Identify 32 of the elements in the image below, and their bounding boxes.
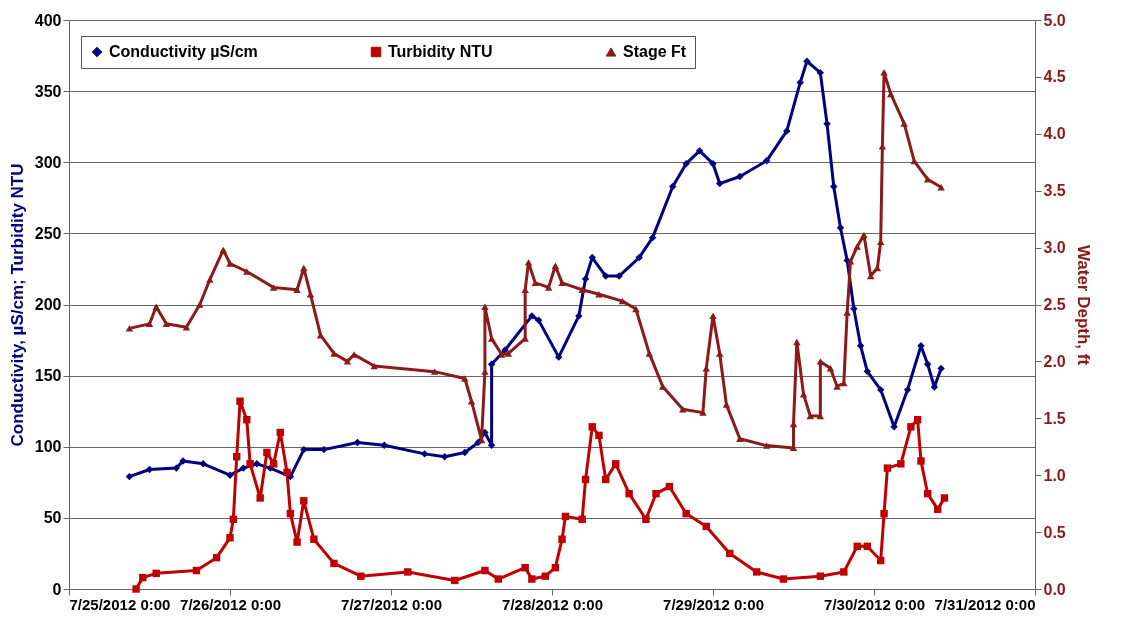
y2-tick-label: 5.0 bbox=[1043, 11, 1066, 29]
y2-tick-label: 2.0 bbox=[1043, 352, 1066, 370]
y2-tick-label: 2.5 bbox=[1043, 296, 1066, 313]
y-tick-label: 100 bbox=[34, 438, 62, 456]
y2-tick-label: 4.0 bbox=[1043, 125, 1066, 143]
y2-tick-label: 4.5 bbox=[1043, 68, 1066, 86]
y2-tick-label: 0.0 bbox=[1043, 580, 1066, 598]
y2-tick-label: 1.5 bbox=[1043, 409, 1066, 427]
y-tick-label: 250 bbox=[34, 224, 62, 242]
y-tick-label: 400 bbox=[34, 11, 62, 29]
legend-label: Turbidity NTU bbox=[388, 43, 493, 60]
legend-label: Stage Ft bbox=[623, 43, 687, 60]
y2-axis-title: Water Depth, ft bbox=[1073, 244, 1093, 366]
x-tick-label: 7/28/2012 0:00 bbox=[502, 595, 603, 613]
y-axis-title: Conductivity, µS/cm; Turbidity NTU bbox=[7, 163, 27, 447]
x-tick-label: 7/31/2012 0:00 bbox=[934, 595, 1036, 613]
y-tick-label: 150 bbox=[34, 367, 62, 385]
y-tick-label: 300 bbox=[34, 153, 62, 171]
y2-tick-label: 3.5 bbox=[1043, 182, 1066, 200]
x-tick-label: 7/27/2012 0:00 bbox=[341, 595, 442, 613]
y-tick-label: 0 bbox=[52, 580, 62, 598]
legend-label: Conductivity µS/cm bbox=[109, 43, 258, 60]
y2-tick-label: 0.5 bbox=[1043, 523, 1066, 541]
x-tick-label: 7/29/2012 0:00 bbox=[663, 595, 764, 613]
y-tick-label: 350 bbox=[34, 82, 62, 100]
y-tick-label: 200 bbox=[34, 296, 62, 313]
y2-tick-label: 1.0 bbox=[1043, 466, 1066, 484]
x-tick-label: 7/26/2012 0:00 bbox=[180, 595, 281, 613]
x-tick-label: 7/25/2012 0:00 bbox=[69, 595, 171, 613]
x-tick-label: 7/30/2012 0:00 bbox=[824, 595, 925, 613]
y-tick-label: 50 bbox=[43, 509, 62, 527]
y2-tick-label: 3.0 bbox=[1043, 239, 1066, 257]
